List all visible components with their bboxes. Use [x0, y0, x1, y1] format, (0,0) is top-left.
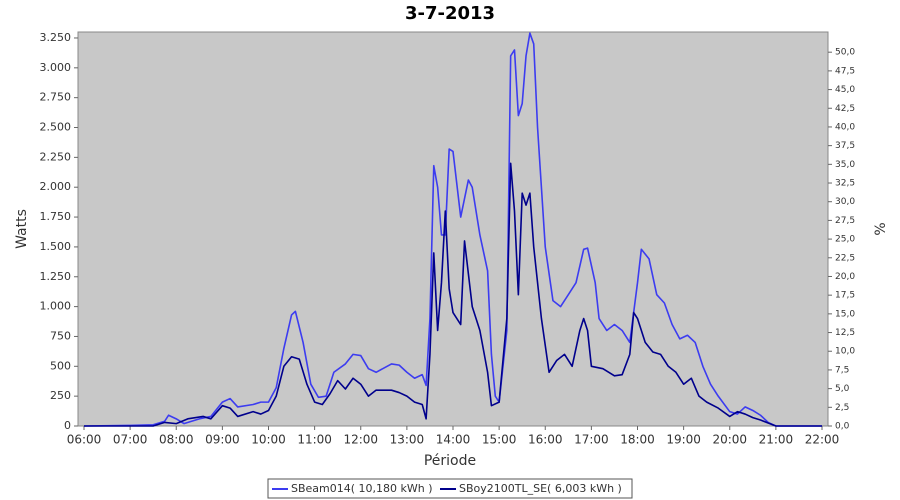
- plot-area: [77, 31, 829, 427]
- x-tick-label: 14:00: [436, 433, 471, 447]
- x-axis-title: Période: [424, 453, 476, 469]
- x-tick-label: 22:00: [805, 433, 840, 447]
- y-tick-label: 2.500: [40, 121, 72, 134]
- y2-tick-label: 30,0: [835, 197, 855, 207]
- y-tick-label: 3.000: [40, 61, 72, 74]
- x-tick-label: 11:00: [297, 433, 332, 447]
- y2-tick-label: 22,5: [835, 253, 855, 263]
- x-tick-label: 21:00: [759, 433, 794, 447]
- x-tick-label: 06:00: [67, 433, 102, 447]
- x-tick-label: 19:00: [666, 433, 701, 447]
- y-tick-label: 500: [50, 359, 71, 372]
- y-tick-label: 1.750: [40, 210, 72, 223]
- y2-tick-label: 32,5: [835, 179, 855, 189]
- y2-tick-label: 5,0: [835, 384, 850, 394]
- series-line: [83, 32, 822, 427]
- y2-tick-label: 35,0: [835, 160, 855, 170]
- x-tick-label: 16:00: [528, 433, 563, 447]
- y2-tick-label: 17,5: [835, 291, 855, 301]
- y2-tick-label: 37,5: [835, 141, 855, 151]
- x-tick-label: 13:00: [390, 433, 425, 447]
- legend-label: SBeam014( 10,180 kWh ): [291, 482, 433, 495]
- x-tick-label: 20:00: [712, 433, 747, 447]
- series-line: [84, 162, 822, 427]
- y-tick-label: 1.250: [40, 270, 72, 283]
- x-tick-label: 08:00: [159, 433, 194, 447]
- x-tick-label: 17:00: [574, 433, 609, 447]
- y2-tick-label: 12,5: [835, 328, 855, 338]
- y-axis-title: Watts: [14, 209, 30, 249]
- x-tick-label: 18:00: [620, 433, 655, 447]
- y-tick-label: 2.000: [40, 180, 72, 193]
- y2-tick-label: 2,5: [835, 403, 849, 413]
- chart-title: 3-7-2013: [405, 3, 495, 24]
- y2-tick-label: 45,0: [835, 85, 855, 95]
- y-tick-label: 0: [64, 419, 71, 432]
- y2-tick-label: 0,0: [835, 422, 850, 432]
- y-tick-label: 1.000: [40, 300, 72, 313]
- y-tick-label: 250: [50, 389, 71, 402]
- x-tick-label: 09:00: [205, 433, 240, 447]
- y-tick-label: 1.500: [40, 240, 72, 253]
- y2-tick-label: 15,0: [835, 309, 855, 319]
- y2-tick-label: 40,0: [835, 122, 855, 132]
- y2-tick-label: 27,5: [835, 216, 855, 226]
- y2-tick-label: 47,5: [835, 66, 855, 76]
- y2-tick-label: 10,0: [835, 347, 855, 357]
- x-tick-label: 10:00: [251, 433, 286, 447]
- y-tick-label: 3.250: [40, 31, 72, 44]
- y2-axis-title: %: [873, 222, 889, 235]
- y-tick-label: 750: [50, 329, 71, 342]
- y2-tick-label: 42,5: [835, 104, 855, 114]
- x-tick-label: 07:00: [113, 433, 148, 447]
- y2-tick-label: 50,0: [835, 48, 855, 58]
- x-tick-label: 15:00: [482, 433, 517, 447]
- y-tick-label: 2.750: [40, 91, 72, 104]
- y2-tick-label: 7,5: [835, 365, 849, 375]
- y2-tick-label: 25,0: [835, 235, 855, 245]
- x-tick-label: 12:00: [343, 433, 378, 447]
- y-tick-label: 2.250: [40, 150, 72, 163]
- y2-tick-label: 20,0: [835, 272, 855, 282]
- legend-label: SBoy2100TL_SE( 6,003 kWh ): [459, 482, 622, 495]
